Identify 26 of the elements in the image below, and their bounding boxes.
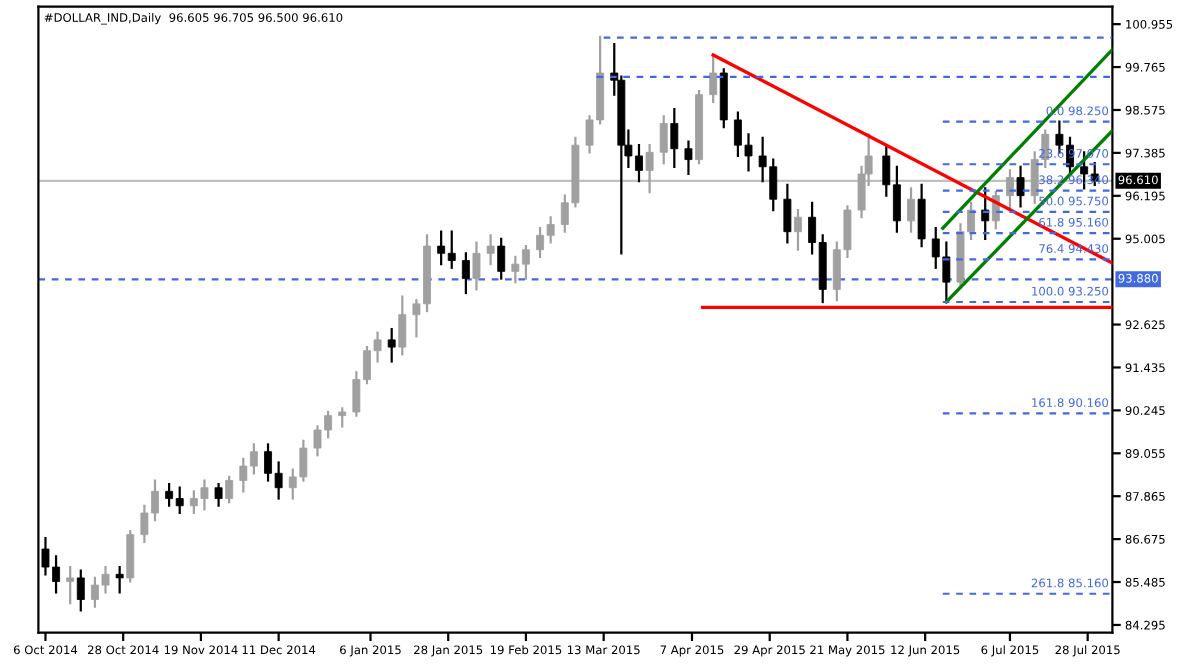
candlestick xyxy=(497,237,506,280)
candlestick xyxy=(486,234,495,266)
candlestick xyxy=(398,295,407,356)
candlestick xyxy=(387,327,396,363)
candlestick xyxy=(709,53,718,103)
candlestick xyxy=(126,529,135,583)
candlestick xyxy=(684,140,693,176)
candlestick xyxy=(719,68,728,129)
candlestick xyxy=(659,115,668,165)
candlestick xyxy=(76,569,85,612)
candlestick xyxy=(670,107,679,168)
candlestick xyxy=(907,187,915,233)
candlestick xyxy=(1005,169,1014,212)
candlestick xyxy=(1016,165,1025,208)
candlestick xyxy=(472,241,481,291)
candlestick xyxy=(917,183,926,248)
candlestick xyxy=(225,475,234,504)
candlestick xyxy=(981,187,990,241)
candlestick xyxy=(214,483,223,507)
candlestick xyxy=(645,144,654,194)
candlestick xyxy=(794,208,802,251)
candlestick xyxy=(338,407,347,428)
candlestick xyxy=(461,252,470,295)
candlestick xyxy=(66,565,75,605)
candlestick xyxy=(115,565,124,594)
candlestick xyxy=(783,183,792,244)
